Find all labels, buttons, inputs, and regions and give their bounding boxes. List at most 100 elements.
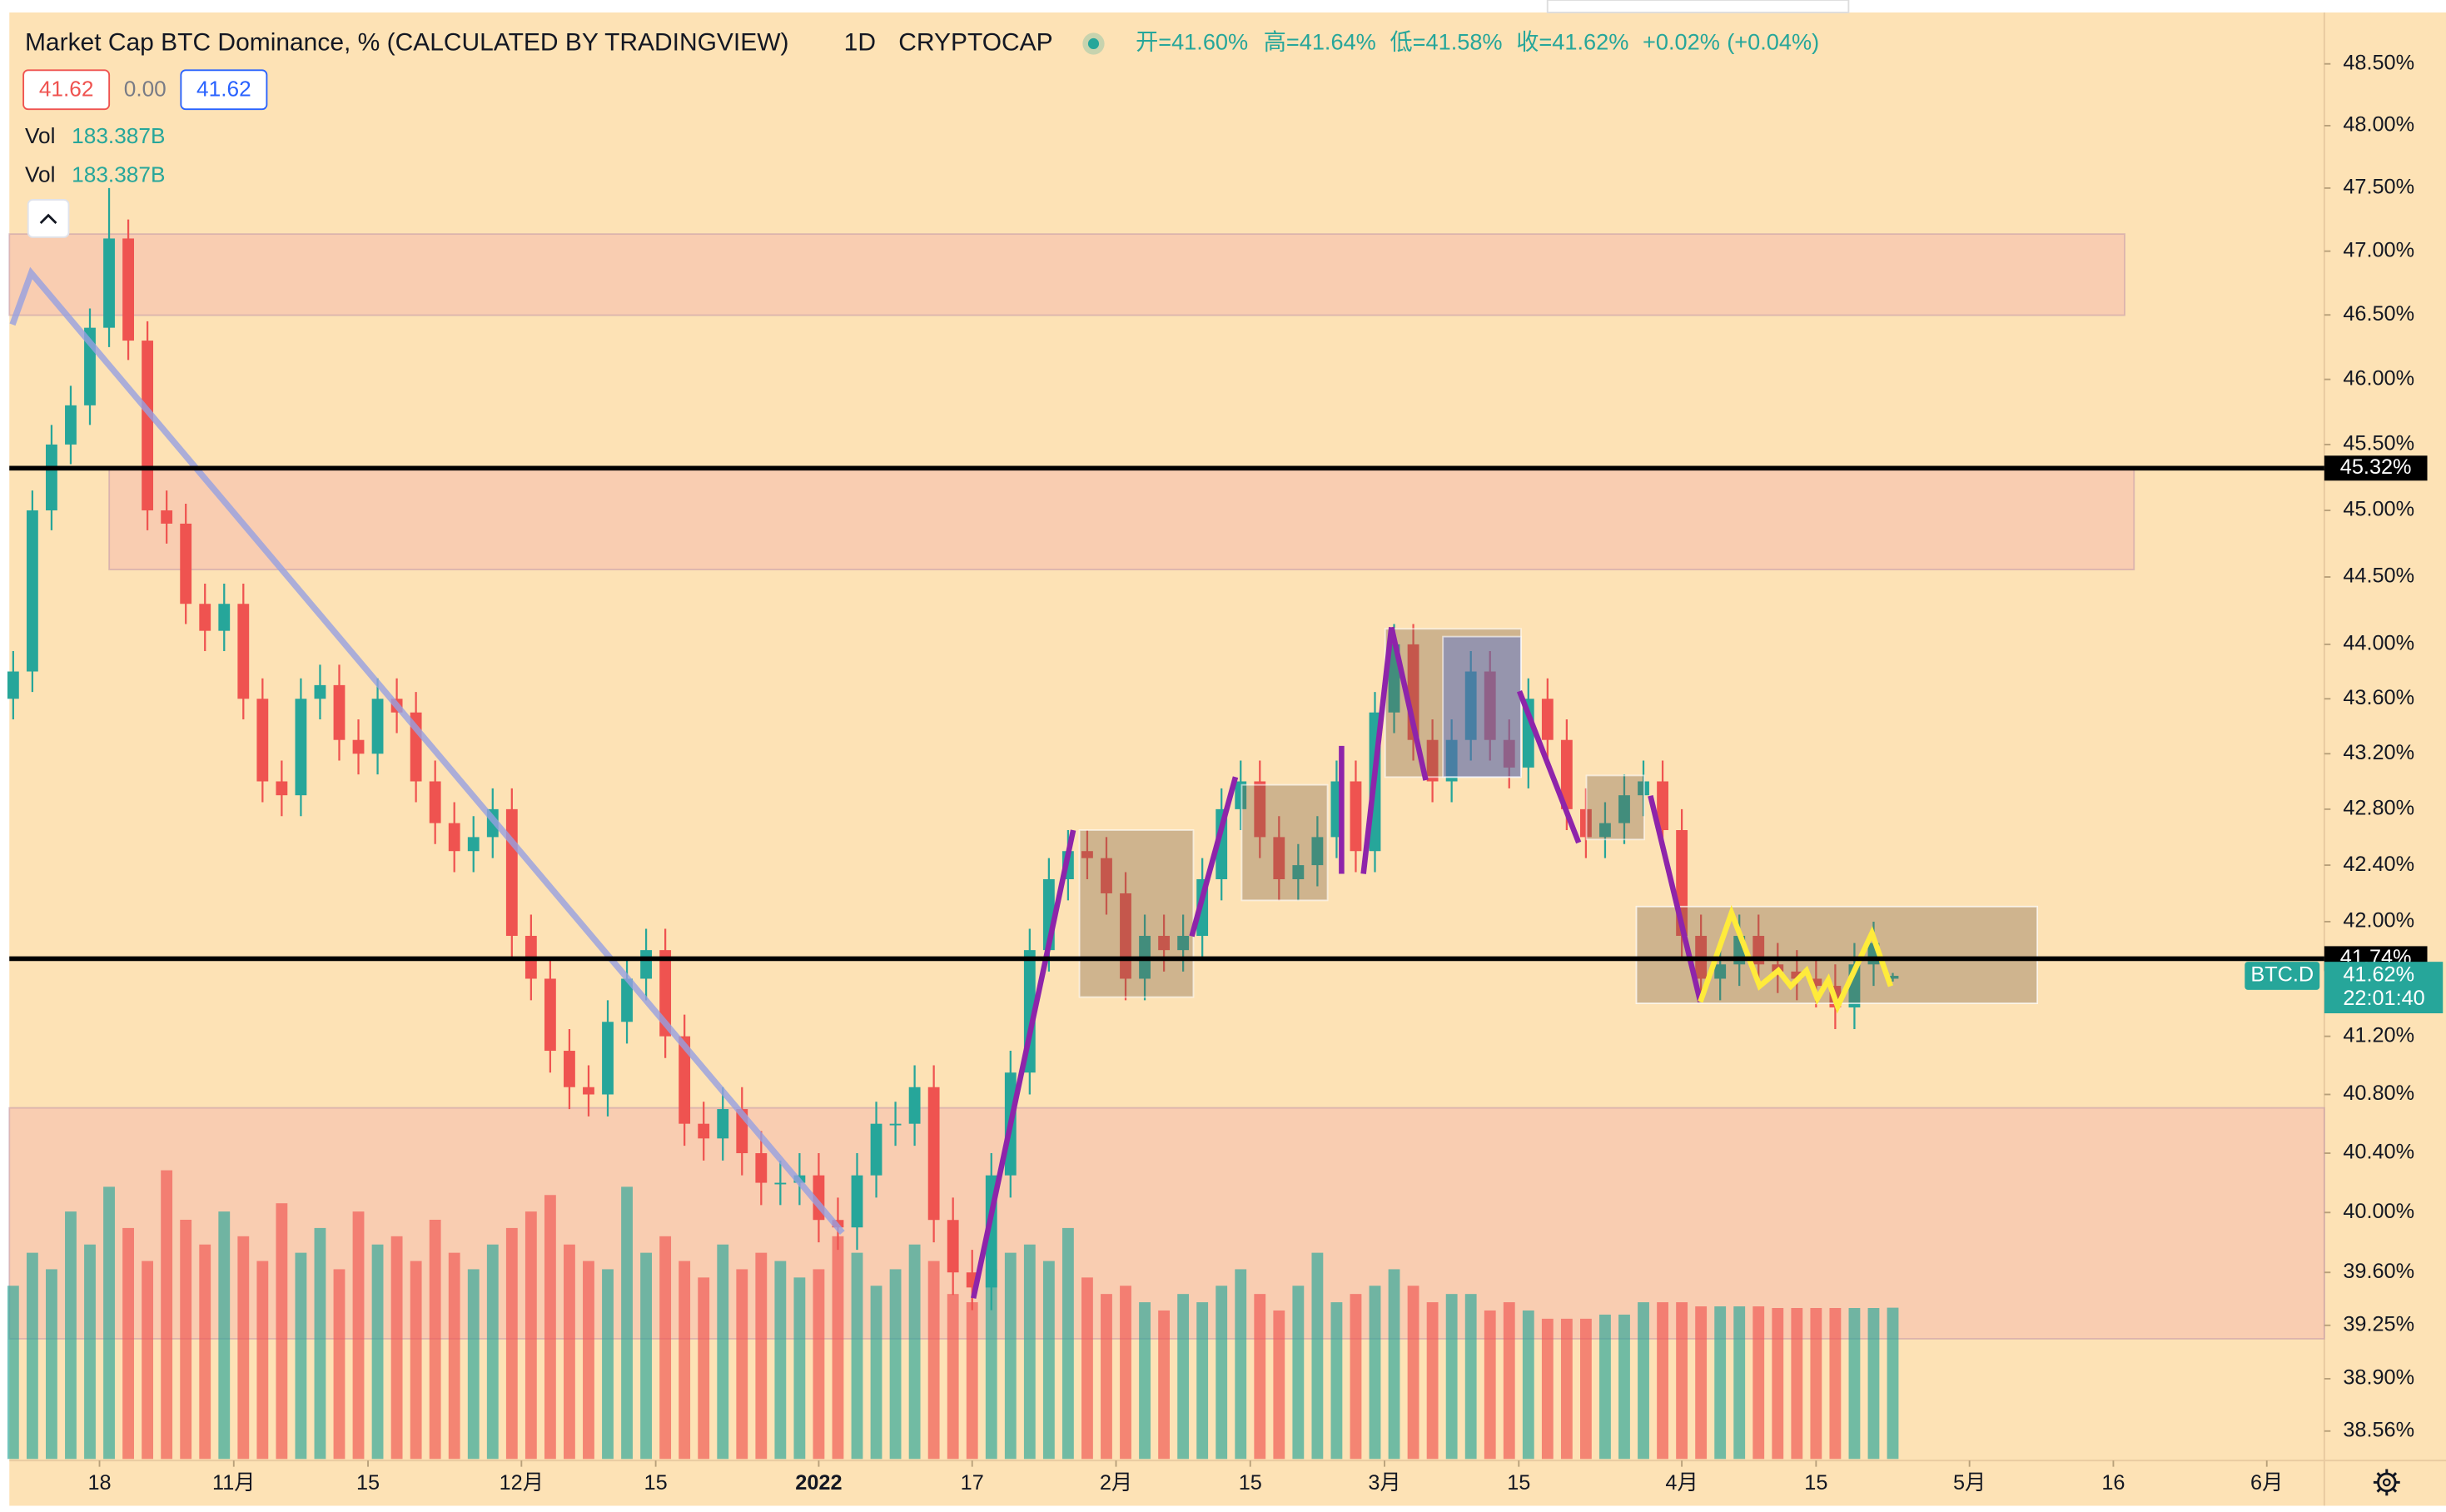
x-tick-label: 5月 bbox=[1953, 1471, 1986, 1495]
volume-bar bbox=[1522, 1310, 1534, 1460]
volume-bar bbox=[65, 1211, 77, 1460]
candle-body bbox=[46, 444, 57, 510]
volume-bar bbox=[505, 1227, 518, 1460]
x-tick-label: 4月 bbox=[1665, 1471, 1698, 1495]
candle-body bbox=[256, 699, 269, 782]
top-tab bbox=[1546, 0, 1850, 13]
collapse-button[interactable] bbox=[27, 198, 70, 238]
volume-bar bbox=[698, 1277, 710, 1460]
volume-bar bbox=[947, 1294, 959, 1460]
y-tick-label: 42.80% bbox=[2343, 797, 2414, 820]
volume-bar bbox=[1407, 1286, 1419, 1460]
volume-legend-name: Vol bbox=[25, 162, 55, 187]
volume-bar bbox=[793, 1277, 806, 1460]
volume-bar bbox=[1638, 1302, 1649, 1460]
price-box[interactable] bbox=[22, 69, 111, 111]
volume-bar bbox=[1158, 1310, 1171, 1460]
y-tick-label: 42.40% bbox=[2343, 853, 2414, 876]
last-price-label: 41.62% bbox=[2343, 963, 2414, 987]
volume-bar bbox=[352, 1211, 365, 1460]
x-tick-label: 2022 bbox=[795, 1471, 842, 1495]
volume-bar bbox=[908, 1244, 921, 1460]
volume-bar bbox=[1292, 1286, 1305, 1460]
y-tick-label: 44.50% bbox=[2343, 565, 2414, 588]
x-tick-label: 15 bbox=[644, 1471, 668, 1495]
volume-bar bbox=[985, 1269, 997, 1460]
y-tick-label: 45.00% bbox=[2343, 498, 2414, 521]
x-tick-label: 15 bbox=[1804, 1471, 1827, 1495]
candle-body bbox=[544, 978, 556, 1052]
volume-bar bbox=[180, 1220, 192, 1460]
spread-text: 0.00 bbox=[124, 77, 167, 102]
candle-body bbox=[1177, 936, 1190, 951]
y-tick-label: 46.50% bbox=[2343, 302, 2414, 326]
y-tick-label: 48.00% bbox=[2343, 113, 2414, 137]
settings-button[interactable] bbox=[2373, 1469, 2400, 1496]
candle-body bbox=[870, 1123, 882, 1176]
ohlc-high: 高=41.64% bbox=[1264, 29, 1376, 55]
candle-body bbox=[659, 950, 672, 1037]
volume-bar bbox=[1618, 1314, 1630, 1460]
volume-bar bbox=[927, 1261, 940, 1460]
ohlc-close: 收=41.62% bbox=[1516, 29, 1628, 55]
y-tick-label: 40.00% bbox=[2343, 1200, 2414, 1223]
ohlc-open: 开=41.60% bbox=[1136, 29, 1248, 55]
volume-bar bbox=[1733, 1306, 1746, 1460]
volume-bar bbox=[1004, 1252, 1017, 1460]
symbol-label: BTC.D bbox=[2250, 963, 2314, 987]
y-tick-label: 46.00% bbox=[2343, 366, 2414, 390]
y-tick-label: 43.60% bbox=[2343, 686, 2414, 709]
candle-body bbox=[1273, 837, 1285, 880]
trend-line bbox=[1698, 904, 1894, 1014]
candle-body bbox=[908, 1087, 921, 1124]
volume-bar bbox=[524, 1211, 537, 1460]
volume-bar bbox=[7, 1286, 19, 1460]
volume-bar bbox=[1580, 1318, 1592, 1460]
ohlc-change: +0.02% bbox=[1643, 29, 1720, 55]
trend-line bbox=[1360, 627, 1395, 874]
volume-bar bbox=[1061, 1227, 1074, 1460]
volume-bar bbox=[1196, 1302, 1209, 1460]
trend-line bbox=[1648, 795, 1703, 1002]
candle-body bbox=[1810, 978, 1822, 987]
price-box[interactable] bbox=[180, 69, 268, 111]
volume-bar bbox=[1081, 1277, 1093, 1460]
volume-bar bbox=[1791, 1308, 1803, 1460]
volume-bar bbox=[851, 1252, 863, 1460]
trend-lines bbox=[970, 626, 1703, 1299]
volume-bar bbox=[1311, 1252, 1324, 1460]
candle-body bbox=[448, 823, 460, 852]
chart-title: Market Cap BTC Dominance, % (CALCULATED … bbox=[25, 28, 789, 56]
volume-bar bbox=[1560, 1318, 1573, 1460]
price-tag bbox=[2324, 455, 2428, 481]
price-box-text: 41.62 bbox=[39, 77, 94, 102]
candle-body bbox=[698, 1123, 710, 1139]
volume-bar bbox=[256, 1261, 269, 1460]
y-tick-label: 41.20% bbox=[2343, 1023, 2414, 1047]
candle-body bbox=[103, 238, 115, 328]
gear-teeth bbox=[2373, 1469, 2400, 1496]
candle-body bbox=[1714, 964, 1727, 979]
volume-bar bbox=[640, 1252, 652, 1460]
candle-body bbox=[1292, 865, 1305, 880]
exchange: CRYPTOCAP bbox=[898, 28, 1052, 56]
x-tick-label: 15 bbox=[1239, 1471, 1262, 1495]
zone bbox=[108, 467, 2135, 570]
y-tick-label: 47.50% bbox=[2343, 176, 2414, 199]
range-box bbox=[1442, 635, 1522, 778]
candle-body bbox=[1350, 781, 1362, 852]
candle-body bbox=[505, 808, 518, 937]
volume-bar bbox=[218, 1211, 231, 1460]
volume-bars bbox=[7, 1170, 1899, 1460]
volume-bar bbox=[390, 1236, 403, 1460]
x-tick-label: 6月 bbox=[2250, 1471, 2283, 1495]
candle-body bbox=[1618, 795, 1630, 823]
x-tick-label: 16 bbox=[2101, 1471, 2125, 1495]
candle-body bbox=[1081, 851, 1093, 858]
candle-body bbox=[26, 510, 38, 672]
trend-line bbox=[9, 266, 845, 1235]
price-box-text: 41.62 bbox=[196, 77, 251, 102]
